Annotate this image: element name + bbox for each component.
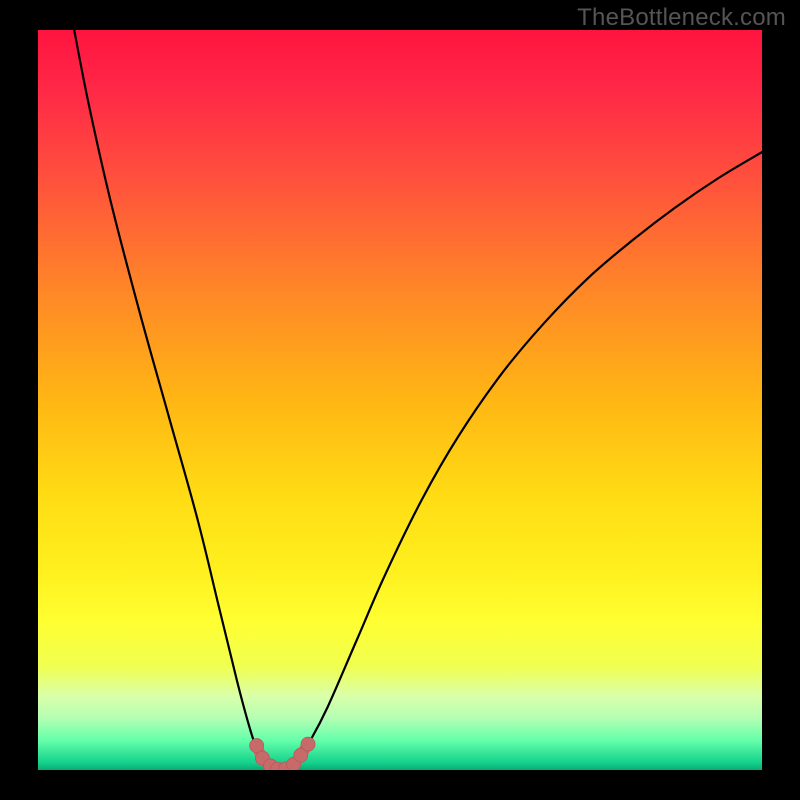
watermark-text: TheBottleneck.com	[577, 4, 786, 32]
marker-point	[250, 739, 264, 753]
marker-point	[301, 737, 315, 751]
background-gradient	[38, 30, 762, 770]
plot-area	[38, 30, 762, 770]
figure-frame: TheBottleneck.com	[0, 0, 800, 800]
plot-svg	[38, 30, 762, 770]
